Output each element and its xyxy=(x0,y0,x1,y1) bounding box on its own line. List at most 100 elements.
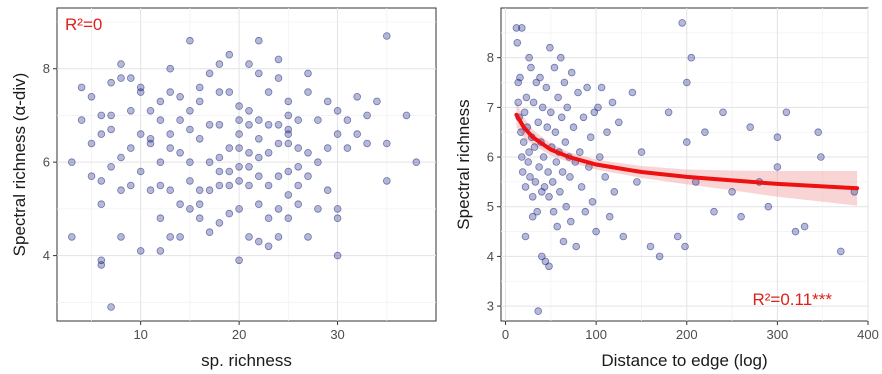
data-point xyxy=(673,232,682,241)
data-point xyxy=(531,178,540,186)
data-point xyxy=(284,167,293,176)
data-point xyxy=(245,233,253,241)
data-point xyxy=(156,158,165,167)
x-tick-label: 400 xyxy=(857,327,879,342)
data-point xyxy=(603,128,611,137)
data-point xyxy=(117,233,125,241)
data-point xyxy=(225,181,234,190)
data-point xyxy=(304,172,312,181)
data-point xyxy=(176,233,184,241)
data-point xyxy=(323,144,332,152)
data-point xyxy=(323,186,332,195)
r-squared-annotation: R²=0.11*** xyxy=(752,290,832,309)
data-point xyxy=(800,222,809,231)
data-point xyxy=(284,130,293,138)
data-point xyxy=(284,139,293,148)
data-point xyxy=(791,227,800,236)
data-point xyxy=(97,200,106,209)
data-point xyxy=(518,168,527,176)
data-point xyxy=(245,163,253,171)
data-point xyxy=(156,247,165,255)
fit-line xyxy=(514,112,860,191)
data-point xyxy=(294,181,303,190)
data-point xyxy=(333,130,342,138)
data-point xyxy=(117,74,125,82)
data-point xyxy=(524,158,532,166)
data-point xyxy=(284,111,293,120)
data-point xyxy=(577,183,586,191)
data-point xyxy=(601,173,609,181)
data-point xyxy=(333,251,342,260)
data-point xyxy=(254,153,263,162)
x-tick-label: 10 xyxy=(133,327,147,342)
data-point xyxy=(176,116,184,124)
data-point xyxy=(205,69,214,78)
data-point xyxy=(166,64,175,73)
plot-area xyxy=(500,7,869,322)
data-point xyxy=(551,128,560,137)
y-tick-label: 3 xyxy=(487,299,494,314)
data-point xyxy=(546,108,555,117)
data-point xyxy=(687,53,696,62)
data-point xyxy=(245,107,253,115)
data-point xyxy=(195,214,204,223)
data-point xyxy=(836,247,845,256)
data-point xyxy=(166,186,175,195)
data-point xyxy=(737,212,745,221)
data-point xyxy=(592,227,600,236)
data-point xyxy=(517,24,526,32)
data-point xyxy=(235,102,243,110)
data-point xyxy=(127,144,135,152)
data-point xyxy=(710,207,718,216)
data-point xyxy=(521,183,530,191)
data-point xyxy=(637,148,646,156)
data-point xyxy=(382,139,391,148)
data-point xyxy=(314,158,322,167)
data-point xyxy=(595,153,604,161)
data-point xyxy=(235,144,243,152)
x-tick-label: 300 xyxy=(767,327,789,342)
data-point xyxy=(343,144,352,152)
data-point xyxy=(245,181,253,190)
data-point xyxy=(655,252,664,261)
data-point xyxy=(225,144,234,152)
data-point xyxy=(235,205,243,213)
data-point xyxy=(245,149,253,157)
data-point xyxy=(225,50,234,59)
data-point xyxy=(628,88,637,97)
data-point xyxy=(107,111,115,120)
data-point xyxy=(528,193,537,201)
data-point xyxy=(274,139,283,148)
data-point xyxy=(530,143,539,151)
x-tick-label: 100 xyxy=(585,327,607,342)
data-point xyxy=(728,188,736,196)
data-point xyxy=(563,103,571,112)
data-point xyxy=(235,116,243,124)
data-point xyxy=(353,130,362,138)
y-tick-label: 4 xyxy=(43,248,50,263)
data-point xyxy=(517,153,526,161)
data-point xyxy=(678,19,686,27)
data-point xyxy=(264,214,273,223)
data-point xyxy=(215,219,224,227)
data-point xyxy=(535,163,543,171)
data-point xyxy=(176,93,184,101)
data-point xyxy=(619,232,628,241)
data-point xyxy=(610,188,619,196)
data-point xyxy=(528,212,537,221)
data-point xyxy=(176,149,184,157)
data-point xyxy=(516,73,524,82)
x-tick-label: 30 xyxy=(330,327,344,342)
data-point xyxy=(782,108,791,117)
data-point xyxy=(136,130,145,138)
data-point xyxy=(537,252,546,261)
data-point xyxy=(746,123,754,131)
data-point xyxy=(215,153,224,162)
data-point xyxy=(235,130,243,138)
data-point xyxy=(136,167,145,176)
data-point xyxy=(363,139,371,148)
data-point xyxy=(556,53,565,62)
y-tick-label: 8 xyxy=(43,61,50,76)
data-point xyxy=(215,60,224,68)
